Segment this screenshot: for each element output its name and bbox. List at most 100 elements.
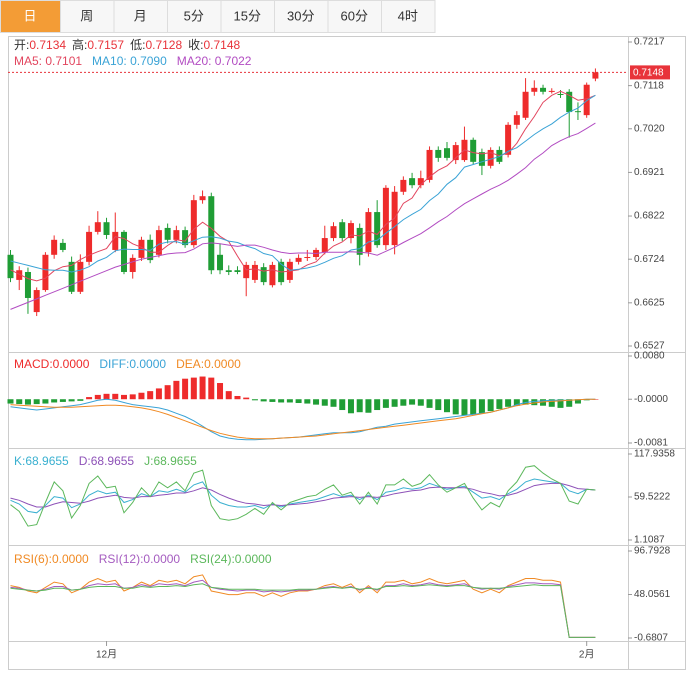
macd-bar <box>199 376 206 400</box>
candle-body <box>426 149 433 180</box>
y-tick-label: 59.5222 <box>634 492 671 503</box>
candle-body <box>208 196 215 271</box>
candle-body <box>478 152 485 166</box>
y-tick-label: 117.9358 <box>634 449 675 460</box>
candle-body <box>339 222 346 239</box>
macd-bar <box>557 399 564 408</box>
macd-bar <box>435 399 442 411</box>
tab[interactable] <box>274 0 329 33</box>
tab-label[interactable]: 30分 <box>287 8 314 23</box>
macd-bar <box>147 391 154 400</box>
macd-bar <box>417 399 424 406</box>
macd-bar <box>86 397 93 400</box>
legend-item: DEA:0.0000 <box>176 357 241 371</box>
macd-bar <box>592 399 599 400</box>
macd-bar <box>304 399 311 404</box>
macd-bar <box>400 399 407 406</box>
tab-label[interactable]: 60分 <box>341 8 368 23</box>
legend-value: 0.7134 <box>29 38 66 52</box>
macd-bar <box>295 399 302 404</box>
macd-bar <box>409 399 416 405</box>
candle-body <box>129 257 136 272</box>
macd-bar <box>548 399 555 407</box>
candle-body <box>269 264 276 286</box>
candle-body <box>531 87 538 92</box>
macd-bar <box>234 395 241 400</box>
tab-label[interactable]: 4时 <box>398 8 418 23</box>
indicator-legend: MACD:0.0000 DIFF:0.0000 DEA:0.0000 <box>14 357 241 371</box>
candle-body <box>417 178 424 186</box>
macd-bar <box>260 399 267 402</box>
indicator-line <box>10 90 596 282</box>
macd-bar <box>120 394 127 400</box>
tab-label[interactable]: 月 <box>134 8 147 23</box>
candle-body <box>557 93 564 95</box>
candle-body <box>470 139 477 162</box>
macd-bar <box>269 399 276 402</box>
candle-body <box>199 196 206 201</box>
legend-item: J:68.9655 <box>144 454 197 468</box>
candle-body <box>190 200 197 246</box>
legend-item: DIFF:0.0000 <box>99 357 166 371</box>
tab[interactable] <box>0 0 61 33</box>
legend-label: 收: <box>188 38 203 52</box>
candle-body <box>356 227 363 255</box>
macd-bar <box>243 397 250 400</box>
tab[interactable] <box>381 0 436 33</box>
macd-bar <box>112 393 119 400</box>
macd-bar <box>574 399 581 404</box>
y-tick-label: 0.7118 <box>634 80 664 91</box>
y-tick-label: 0.6625 <box>634 297 665 308</box>
candle-body <box>540 87 547 92</box>
y-tick-label: -0.0081 <box>634 438 668 449</box>
candle-body <box>182 230 189 246</box>
macd-bar <box>7 399 14 404</box>
tab-label[interactable]: 周 <box>80 8 93 23</box>
macd-bar <box>217 383 224 400</box>
tab[interactable] <box>167 0 222 33</box>
macd-bar <box>339 399 346 411</box>
macd-bar <box>138 392 145 400</box>
candle-body <box>164 227 171 240</box>
macd-bar <box>68 399 75 402</box>
tab-label[interactable]: 日 <box>23 8 36 23</box>
candle-body <box>16 270 23 280</box>
candle-body <box>347 223 354 239</box>
macd-bar <box>540 399 547 406</box>
candle-body <box>103 222 110 235</box>
tab-label[interactable]: 15分 <box>234 8 261 23</box>
x-tick-label: 12月 <box>96 649 117 661</box>
candle-body <box>243 264 250 279</box>
macd-bar <box>487 399 494 412</box>
tab-label[interactable]: 5分 <box>184 8 204 23</box>
macd-bar <box>391 399 398 407</box>
indicator-line <box>10 94 596 273</box>
candle-body <box>251 264 258 280</box>
candle-body <box>138 239 145 258</box>
macd-bar <box>164 385 171 400</box>
legend-value: 0.7157 <box>87 38 124 52</box>
macd-bar <box>566 399 573 407</box>
indicator-legend: K:68.9655 D:68.9655 J:68.9655 <box>14 454 197 468</box>
macd-bar <box>278 399 285 403</box>
macd-bar <box>251 399 258 401</box>
macd-bar <box>347 399 354 414</box>
candle-body <box>374 212 381 246</box>
y-tick-label: 0.6921 <box>634 167 665 178</box>
macd-bar <box>155 388 162 400</box>
indicator-line <box>10 574 596 638</box>
candle-body <box>330 226 337 239</box>
macd-bar <box>103 393 110 400</box>
candle-body <box>505 124 512 155</box>
macd-bar <box>365 399 372 413</box>
last-price-label: 0.7148 <box>633 68 664 79</box>
candle-body <box>444 148 450 158</box>
tab[interactable] <box>60 0 115 33</box>
macd-bar <box>321 399 328 406</box>
candle-body <box>42 254 49 291</box>
indicator-line <box>10 478 596 514</box>
legend-item: D:68.9655 <box>79 454 135 468</box>
candle-body <box>409 178 416 186</box>
x-tick-label: 2月 <box>579 649 595 661</box>
